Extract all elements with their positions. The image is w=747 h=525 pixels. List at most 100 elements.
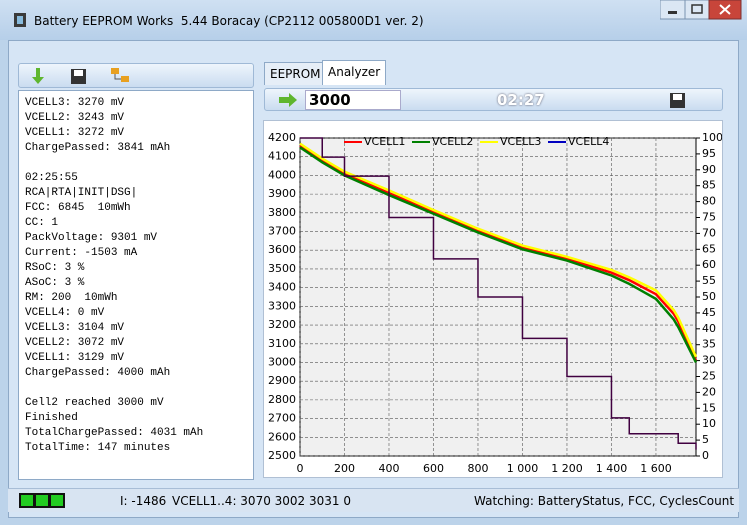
log-line: ChargePassed: 3841 mAh — [25, 142, 171, 154]
log-line: VCELL3: 3270 mV — [25, 97, 125, 109]
x-tick-label: 200 — [334, 462, 355, 475]
series-line — [300, 137, 697, 450]
log-line: VCELL3: 3104 mV — [25, 322, 125, 334]
y2-tick-label: 85 — [702, 179, 716, 192]
log-line: PackVoltage: 9301 mV — [25, 232, 158, 244]
y-tick-label: 4200 — [268, 131, 296, 144]
y-tick-label: 3200 — [268, 318, 296, 331]
y-tick-label: 2900 — [268, 374, 296, 387]
y-tick-label: 3500 — [268, 262, 296, 275]
x-tick-label: 1 000 — [507, 462, 539, 475]
analyzer-toolbar: 3000 02:27 — [264, 88, 723, 111]
y2-tick-label: 75 — [702, 211, 716, 224]
log-line: VCELL1: 3129 mV — [25, 352, 125, 364]
status-watching: Watching: BatteryStatus, FCC, CyclesCoun… — [474, 494, 735, 508]
legend-label: VCELL2 — [432, 135, 473, 148]
y2-tick-label: 35 — [702, 338, 716, 351]
log-line: VCELL4: 0 mV — [25, 307, 105, 319]
y2-tick-label: 50 — [702, 290, 716, 303]
y2-tick-label: 100 — [702, 131, 722, 144]
y2-tick-label: 30 — [702, 354, 716, 367]
log-line: TotalTime: 147 minutes — [25, 442, 171, 454]
log-line: Current: -1503 mA — [25, 247, 138, 259]
y2-tick-label: 80 — [702, 195, 716, 208]
tab-active[interactable]: Analyzer — [322, 60, 387, 85]
legend-label: VCELL1 — [364, 135, 405, 148]
log-line: RCA|RTA|INIT|DSG| — [25, 187, 138, 199]
y-tick-label: 3000 — [268, 355, 296, 368]
log-line: TotalChargePassed: 4031 mAh — [25, 427, 204, 439]
status-bar: I: -1486 VCELL1..4: 3070 3002 3031 0 Wat… — [8, 488, 739, 512]
chart-frame: 2500 2600 2700 2800 2900 3000 3100 3200 3300 3400… — [263, 120, 723, 478]
y2-tick-label: 25 — [702, 370, 716, 383]
series-line — [299, 142, 698, 358]
log-block: Cell2 reached 3000 mV Finished TotalCharge… — [25, 396, 247, 456]
y-tick-label: 2600 — [268, 430, 296, 443]
y2-tick-label: 45 — [702, 306, 716, 319]
y2-tick-label: 10 — [702, 417, 716, 430]
y2-tick-label: 90 — [702, 163, 716, 176]
y-tick-label: 4100 — [268, 150, 296, 163]
x-tick-label: 1 200 — [551, 462, 583, 475]
y-tick-label: 3600 — [268, 243, 296, 256]
target-voltage-input[interactable]: 3000 — [305, 90, 401, 110]
log-line: 02:25:55 — [25, 172, 78, 184]
elapsed-time: 02:27 — [497, 91, 545, 109]
y-tick-label: 3700 — [268, 225, 296, 238]
log-view: VCELL3: 3270 mV VCELL2: 3243 mV VCELL1: 32… — [18, 90, 254, 480]
y-tick-label: 4000 — [268, 168, 296, 181]
app-icon — [14, 13, 26, 27]
start-button[interactable] — [277, 92, 299, 108]
left-toolbar-icons[interactable] — [19, 64, 255, 88]
y2-tick-label: 15 — [702, 401, 716, 414]
y2-tick-label: 70 — [702, 226, 716, 239]
x-tick-label: 400 — [378, 462, 399, 475]
log-line: VCELL1: 3272 mV — [25, 127, 125, 139]
x-tick-label: 1 400 — [596, 462, 628, 475]
save-button[interactable] — [669, 92, 687, 109]
battery-indicator — [19, 493, 65, 508]
series-line — [299, 146, 698, 364]
status-current: I: -1486 — [120, 494, 167, 508]
left-toolbar — [18, 63, 254, 88]
y2-tick-label: 20 — [702, 385, 716, 398]
log-block: VCELL3: 3270 mV VCELL2: 3243 mV VCELL1: 32… — [25, 96, 247, 156]
legend-label: VCELL3 — [500, 135, 541, 148]
y-tick-label: 3100 — [268, 337, 296, 350]
y2-tick-label: 5 — [702, 433, 709, 446]
tab[interactable]: EEPROM — [264, 62, 327, 85]
log-line: CC: 1 — [25, 217, 59, 229]
y-tick-label: 2700 — [268, 412, 296, 425]
y2-tick-label: 95 — [702, 147, 716, 160]
y-tick-label: 3800 — [268, 206, 296, 219]
title-bar: Battery EEPROM Works 5.44 Boracay (CP211… — [0, 0, 747, 40]
y-tick-label: 2800 — [268, 393, 296, 406]
x-tick-label: 1 600 — [640, 462, 672, 475]
status-cells: VCELL1..4: 3070 3002 3031 0 — [172, 494, 351, 508]
y-tick-label: 3900 — [268, 187, 296, 200]
log-line: FCC: 6845 10mWh — [25, 202, 131, 214]
log-line: RM: 200 10mWh — [25, 292, 118, 304]
log-line: ChargePassed: 4000 mAh — [25, 367, 171, 379]
legend-label: VCELL4 — [568, 135, 609, 148]
window-controls[interactable] — [660, 0, 742, 20]
log-line: RSoC: 3 % — [25, 262, 85, 274]
y-tick-label: 3400 — [268, 281, 296, 294]
x-tick-label: 800 — [467, 462, 488, 475]
log-line: Finished — [25, 412, 78, 424]
window-title: Battery EEPROM Works 5.44 Boracay (CP211… — [34, 14, 424, 28]
y-tick-label: 2500 — [268, 449, 296, 462]
y2-tick-label: 65 — [702, 242, 716, 255]
log-line: VCELL2: 3243 mV — [25, 112, 125, 124]
chart: 2500260027002800290030003100320033003400… — [268, 131, 723, 475]
y2-tick-label: 55 — [702, 274, 716, 287]
y2-tick-label: 0 — [702, 449, 709, 462]
y2-tick-label: 60 — [702, 258, 716, 271]
log-line: Cell2 reached 3000 mV — [25, 397, 164, 409]
log-line: ASoC: 3 % — [25, 277, 85, 289]
y-tick-label: 3300 — [268, 299, 296, 312]
x-tick-label: 0 — [297, 462, 304, 475]
log-block: 02:25:55 RCA|RTA|INIT|DSG| FCC: 6845 10mWh… — [25, 171, 247, 381]
log-line: VCELL2: 3072 mV — [25, 337, 125, 349]
y2-tick-label: 40 — [702, 322, 716, 335]
